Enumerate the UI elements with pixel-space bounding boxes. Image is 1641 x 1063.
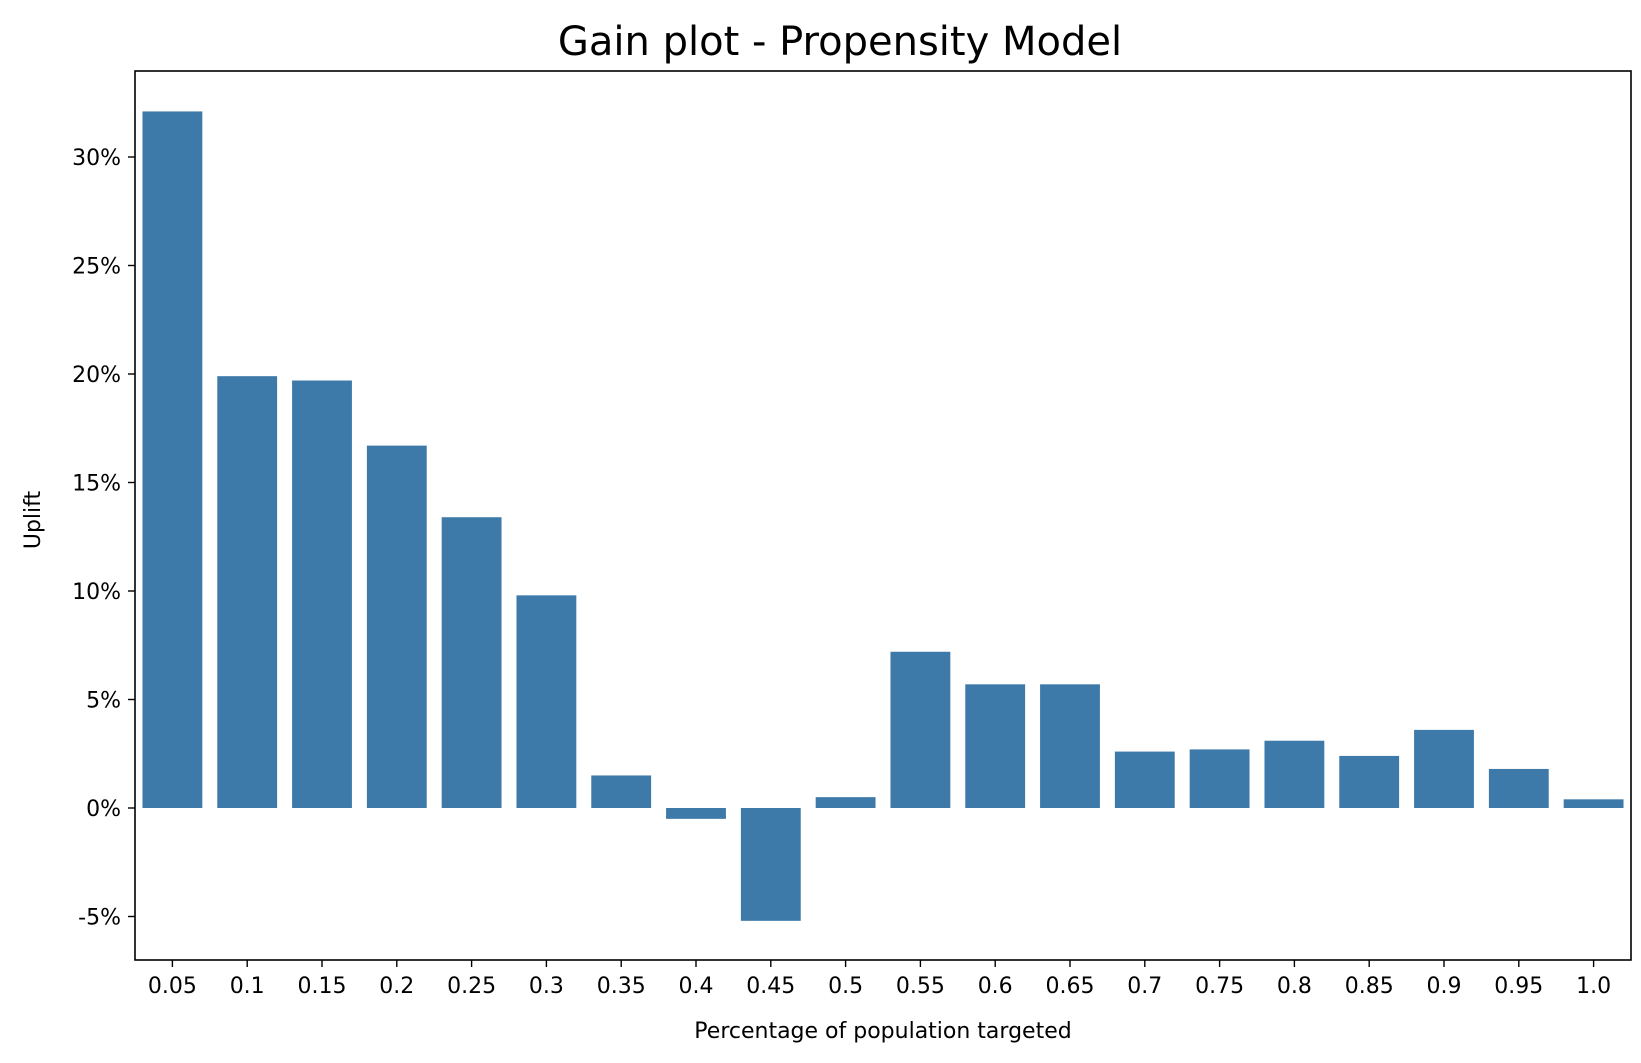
- bar-0.05: [142, 111, 203, 809]
- bar-0.6: [965, 684, 1026, 808]
- bar-0.75: [1189, 749, 1250, 808]
- x-tick-label: 0.2: [379, 974, 414, 999]
- x-tick-label: 0.4: [679, 974, 714, 999]
- x-tick-label: 0.8: [1277, 974, 1312, 999]
- y-tick-label: -5%: [78, 906, 121, 931]
- x-tick-label: 0.45: [746, 974, 795, 999]
- bar-0.45: [740, 808, 801, 921]
- bar-0.5: [815, 797, 876, 808]
- bar-0.7: [1114, 751, 1175, 808]
- x-tick-label: 0.7: [1127, 974, 1162, 999]
- x-axis-label: Percentage of population targeted: [694, 1019, 1071, 1044]
- chart-title: Gain plot - Propensity Model: [558, 19, 1122, 65]
- bars-group: [142, 111, 1624, 921]
- bar-0.9: [1414, 729, 1474, 808]
- x-tick-label: 0.6: [978, 974, 1013, 999]
- x-tick-label: 1.0: [1576, 974, 1611, 999]
- bar-0.3: [516, 595, 577, 808]
- bar-0.8: [1264, 740, 1325, 808]
- y-tick-label: 10%: [72, 580, 121, 605]
- x-tick-label: 0.35: [597, 974, 646, 999]
- bar-0.55: [890, 651, 951, 808]
- x-tick-label: 0.1: [230, 974, 265, 999]
- x-tick-label: 0.5: [828, 974, 863, 999]
- bar-0.65: [1040, 684, 1100, 808]
- y-axis-ticks: -5% 0% 5% 10% 15% 20% 25% 30%: [72, 146, 135, 931]
- y-tick-label: 25%: [72, 255, 121, 280]
- bar-0.15: [292, 380, 352, 808]
- x-tick-label: 0.55: [896, 974, 945, 999]
- bar-0.35: [591, 775, 652, 808]
- x-tick-label: 0.85: [1345, 974, 1394, 999]
- x-tick-label: 0.65: [1046, 974, 1095, 999]
- bar-0.2: [366, 445, 427, 808]
- y-tick-label: 0%: [86, 797, 121, 822]
- x-tick-label: 0.15: [298, 974, 347, 999]
- x-tick-label: 0.95: [1494, 974, 1543, 999]
- bar-0.1: [217, 376, 278, 808]
- plot-frame: [134, 70, 1632, 961]
- bar-0.85: [1339, 755, 1400, 808]
- x-tick-label: 0.05: [148, 974, 197, 999]
- x-tick-label: 0.3: [529, 974, 564, 999]
- x-tick-label: 0.75: [1195, 974, 1244, 999]
- y-tick-label: 5%: [86, 689, 121, 714]
- y-tick-label: 20%: [72, 363, 121, 388]
- y-tick-label: 15%: [72, 472, 121, 497]
- y-tick-label: 30%: [72, 146, 121, 171]
- bar-1.0: [1563, 799, 1624, 808]
- bar-0.25: [441, 517, 502, 808]
- x-tick-label: 0.9: [1427, 974, 1462, 999]
- y-axis-label: Uplift: [21, 490, 46, 549]
- x-axis-ticks: 0.05 0.1 0.15 0.2 0.25 0.3 0.35 0.4 0.45 0.5 0.55 0…: [148, 960, 1611, 999]
- bar-0.95: [1488, 768, 1549, 808]
- x-tick-label: 0.25: [447, 974, 496, 999]
- bar-0.4: [666, 808, 726, 819]
